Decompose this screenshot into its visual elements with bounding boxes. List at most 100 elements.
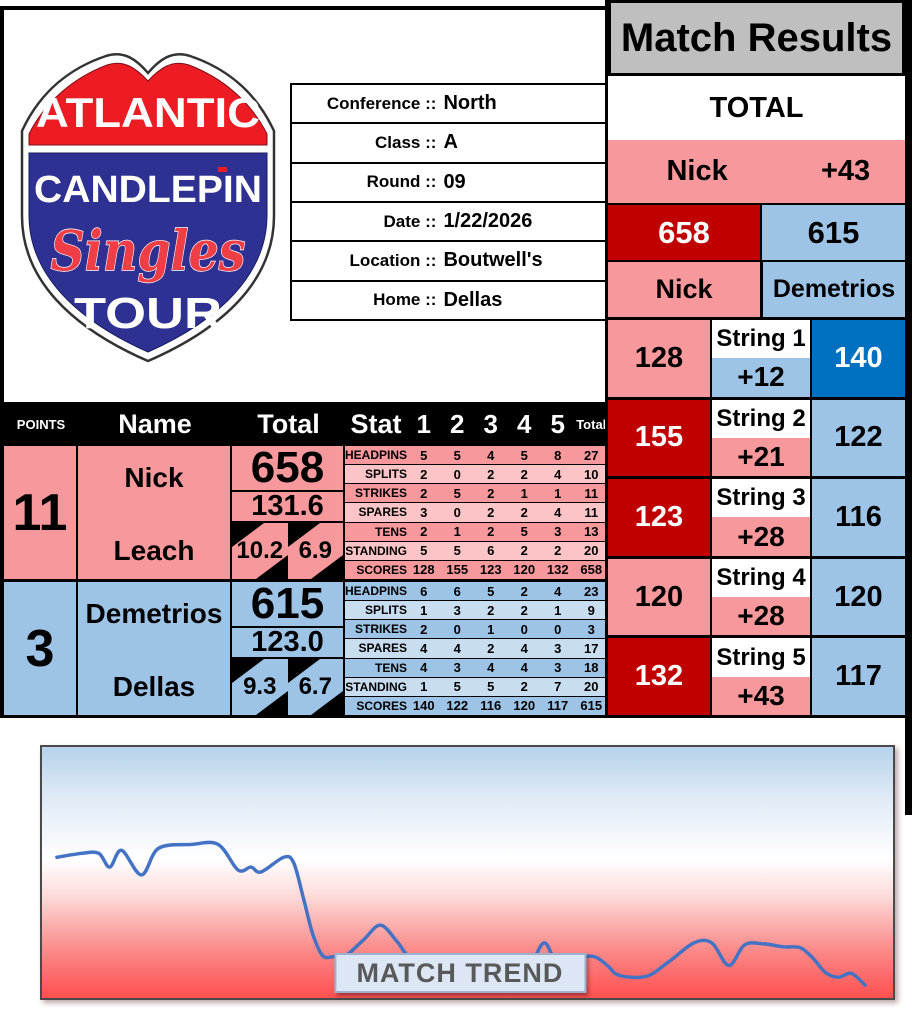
stat-value: 2 bbox=[520, 504, 528, 520]
player-last-name: Leach bbox=[113, 535, 195, 566]
stat-label: SPARES bbox=[358, 641, 407, 656]
right-player-name: Demetrios bbox=[760, 262, 905, 317]
stat-value: 4 bbox=[554, 583, 562, 599]
string-right-score: 122 bbox=[812, 399, 905, 477]
stat-value: 4 bbox=[453, 640, 461, 656]
tour-logo: ATLANTIC CANDLEPIN Singles TOUR bbox=[12, 28, 284, 368]
stat-value: 3 bbox=[453, 602, 461, 618]
string-cumulative-diff: +43 bbox=[712, 676, 810, 715]
stat-value: 0 bbox=[453, 466, 461, 482]
stat-value: 122 bbox=[446, 698, 469, 714]
string-left-score: 155 bbox=[608, 399, 712, 477]
leader-margin: +43 bbox=[820, 155, 871, 187]
split-stat-right: 6.7 bbox=[287, 659, 343, 715]
info-row: Round :: 09 bbox=[292, 164, 606, 203]
stat-total: 13 bbox=[584, 524, 599, 540]
stat-value: 2 bbox=[487, 466, 495, 482]
stat-value: 4 bbox=[554, 504, 562, 520]
info-row: Conference :: North bbox=[292, 85, 606, 125]
stat-total: 27 bbox=[584, 447, 599, 463]
stat-label: STRIKES bbox=[354, 622, 407, 637]
points-value: 11 bbox=[12, 483, 68, 542]
stat-value: 2 bbox=[487, 602, 495, 618]
string-label: String 4 bbox=[712, 558, 810, 598]
string-cumulative-diff: +21 bbox=[712, 437, 810, 477]
info-value: North bbox=[443, 92, 497, 115]
info-row: Class :: A bbox=[292, 124, 606, 164]
stat-total: 18 bbox=[584, 660, 599, 676]
stat-value: 0 bbox=[453, 504, 461, 520]
split-stat-left: 9.3 bbox=[232, 659, 288, 715]
stat-value: 2 bbox=[487, 524, 495, 540]
string-right-score: 117 bbox=[812, 638, 905, 715]
stat-value: 117 bbox=[547, 698, 569, 714]
stat-row: SCORES 140 122 116 120 117 615 bbox=[345, 696, 608, 715]
string-number-header: 1 bbox=[416, 408, 431, 439]
stat-row: STRIKES 2 0 1 0 0 3 bbox=[345, 620, 608, 640]
stat-value: 116 bbox=[480, 698, 502, 714]
match-trend-chart: MATCH TREND bbox=[40, 745, 895, 1000]
string-label-cell: String 2 +21 bbox=[712, 399, 812, 477]
sheet-border-left bbox=[0, 6, 4, 718]
stat-value: 2 bbox=[520, 602, 528, 618]
total-cell: 615 123.0 9.3 6.7 bbox=[232, 582, 345, 715]
info-row: Home :: Dellas bbox=[292, 282, 606, 319]
stat-label: SCORES bbox=[356, 698, 407, 713]
stat-value: 132 bbox=[546, 562, 569, 578]
player-block: 3 Demetrios Dellas 615 123.0 9.3 6.7 HEADPINS 6 6… bbox=[4, 582, 608, 718]
stat-value: 7 bbox=[554, 679, 562, 695]
points-header: POINTS bbox=[16, 416, 66, 432]
string-right-score: 116 bbox=[812, 479, 905, 556]
info-label: Class :: bbox=[375, 132, 437, 152]
string-right-score: 140 bbox=[812, 320, 905, 397]
player-block: 11 Nick Leach 658 131.6 10.2 6.9 HEADPINS 5 5 4 5 8 2… bbox=[4, 446, 608, 582]
stat-value: 5 bbox=[520, 447, 528, 463]
player-last-name: Dellas bbox=[112, 671, 196, 702]
stat-value: 5 bbox=[487, 583, 495, 599]
info-label: Location :: bbox=[349, 250, 437, 270]
total-header: Total bbox=[257, 408, 320, 439]
stat-value: 155 bbox=[446, 562, 469, 578]
stat-row: TENS 4 3 4 4 3 18 bbox=[345, 658, 608, 678]
stat-value: 140 bbox=[412, 698, 435, 714]
split-stat-right-value: 6.9 bbox=[298, 537, 332, 564]
match-totals-row: 658 615 bbox=[608, 203, 905, 262]
stat-value: 2 bbox=[520, 583, 528, 599]
stat-label: SPLITS bbox=[364, 467, 407, 482]
total-score: 615 bbox=[232, 582, 343, 628]
stat-total: 615 bbox=[580, 698, 603, 714]
stat-label: TENS bbox=[374, 660, 407, 675]
string-label-cell: String 4 +28 bbox=[712, 558, 812, 636]
string-label-cell: String 5 +43 bbox=[712, 638, 812, 715]
left-player-total: 658 bbox=[608, 205, 760, 260]
stat-label: STANDING bbox=[345, 679, 407, 694]
total-score: 658 bbox=[232, 446, 343, 492]
info-value: Dellas bbox=[443, 288, 503, 311]
string-row: 120 String 4 +28 120 bbox=[608, 558, 905, 639]
stat-value: 3 bbox=[554, 524, 562, 540]
info-value: 1/22/2026 bbox=[443, 210, 533, 233]
split-stat-left-value: 10.2 bbox=[236, 537, 284, 564]
stat-label: STANDING bbox=[345, 543, 407, 558]
stat-value: 5 bbox=[453, 447, 461, 463]
total-cell: 658 131.6 10.2 6.9 bbox=[232, 446, 345, 579]
string-results: 128 String 1 +12 140 155 String 2 +21 122 123 Str… bbox=[608, 320, 905, 715]
stat-value: 2 bbox=[487, 504, 495, 520]
stat-grid: HEADPINS 5 5 4 5 8 27 SPLITS 2 0 2 2 4 10 STRIKES 2 5 2 1 1… bbox=[345, 446, 608, 579]
player-first-name: Demetrios bbox=[85, 598, 223, 629]
left-player-name: Nick bbox=[608, 262, 760, 317]
stat-value: 0 bbox=[520, 621, 528, 637]
stat-total: 658 bbox=[580, 562, 603, 578]
average-score: 131.6 bbox=[232, 492, 343, 523]
string-number-header: 5 bbox=[550, 408, 565, 439]
match-results-panel: Match Results TOTAL Nick +43 658 615 Nic… bbox=[605, 0, 905, 718]
stat-label: SCORES bbox=[356, 562, 407, 577]
string-left-score: 128 bbox=[608, 320, 712, 397]
stat-value: 2 bbox=[520, 543, 528, 559]
stat-value: 5 bbox=[453, 543, 461, 559]
stat-row: TENS 2 1 2 5 3 13 bbox=[345, 522, 608, 542]
stat-value: 2 bbox=[554, 543, 562, 559]
split-stats: 9.3 6.7 bbox=[232, 659, 343, 715]
split-stat-left: 10.2 bbox=[232, 523, 288, 579]
